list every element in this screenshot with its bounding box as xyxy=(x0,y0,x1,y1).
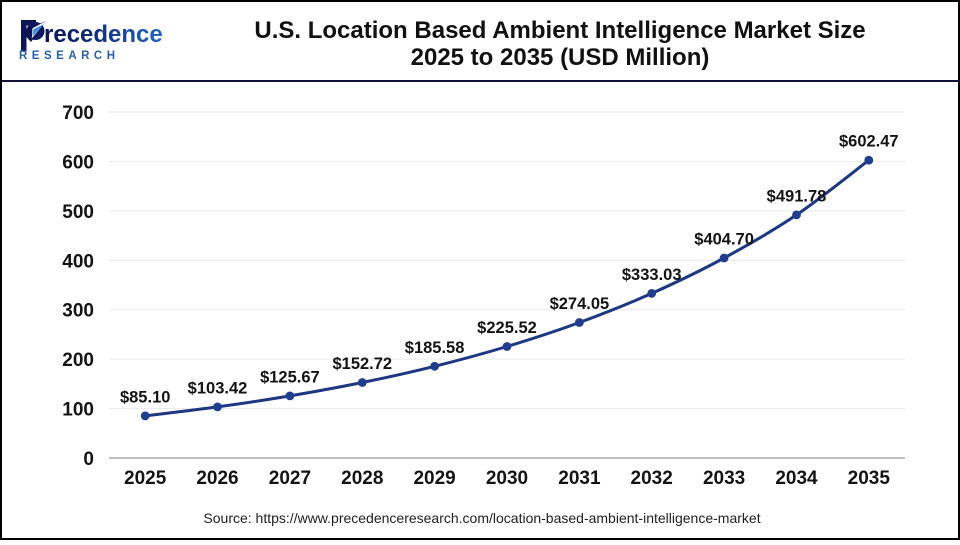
svg-text:400: 400 xyxy=(62,251,94,272)
svg-text:2028: 2028 xyxy=(341,468,383,489)
svg-text:$602.47: $602.47 xyxy=(839,133,899,151)
svg-text:2027: 2027 xyxy=(269,468,311,489)
svg-text:600: 600 xyxy=(62,152,94,173)
svg-text:$225.52: $225.52 xyxy=(477,319,537,337)
svg-text:300: 300 xyxy=(62,301,94,322)
svg-text:$103.42: $103.42 xyxy=(188,379,248,397)
svg-text:2030: 2030 xyxy=(486,468,528,489)
svg-text:$274.05: $274.05 xyxy=(550,295,610,313)
svg-text:100: 100 xyxy=(62,400,94,421)
svg-text:$125.67: $125.67 xyxy=(260,368,320,386)
svg-text:$491.78: $491.78 xyxy=(767,187,827,205)
svg-text:500: 500 xyxy=(62,202,94,223)
svg-text:$152.72: $152.72 xyxy=(332,355,392,373)
svg-text:2029: 2029 xyxy=(413,468,455,489)
svg-text:$404.70: $404.70 xyxy=(694,231,754,249)
svg-text:2033: 2033 xyxy=(703,468,745,489)
svg-text:2025: 2025 xyxy=(124,468,167,489)
svg-text:200: 200 xyxy=(62,350,94,371)
svg-text:$333.03: $333.03 xyxy=(622,266,682,284)
svg-text:$85.10: $85.10 xyxy=(120,388,170,406)
svg-text:2031: 2031 xyxy=(558,468,601,489)
svg-text:2035: 2035 xyxy=(848,468,891,489)
svg-text:2026: 2026 xyxy=(196,468,238,489)
svg-text:0: 0 xyxy=(83,449,94,470)
svg-text:$185.58: $185.58 xyxy=(405,339,465,357)
svg-text:700: 700 xyxy=(62,103,94,124)
svg-text:2032: 2032 xyxy=(631,468,673,489)
svg-text:2034: 2034 xyxy=(775,468,818,489)
